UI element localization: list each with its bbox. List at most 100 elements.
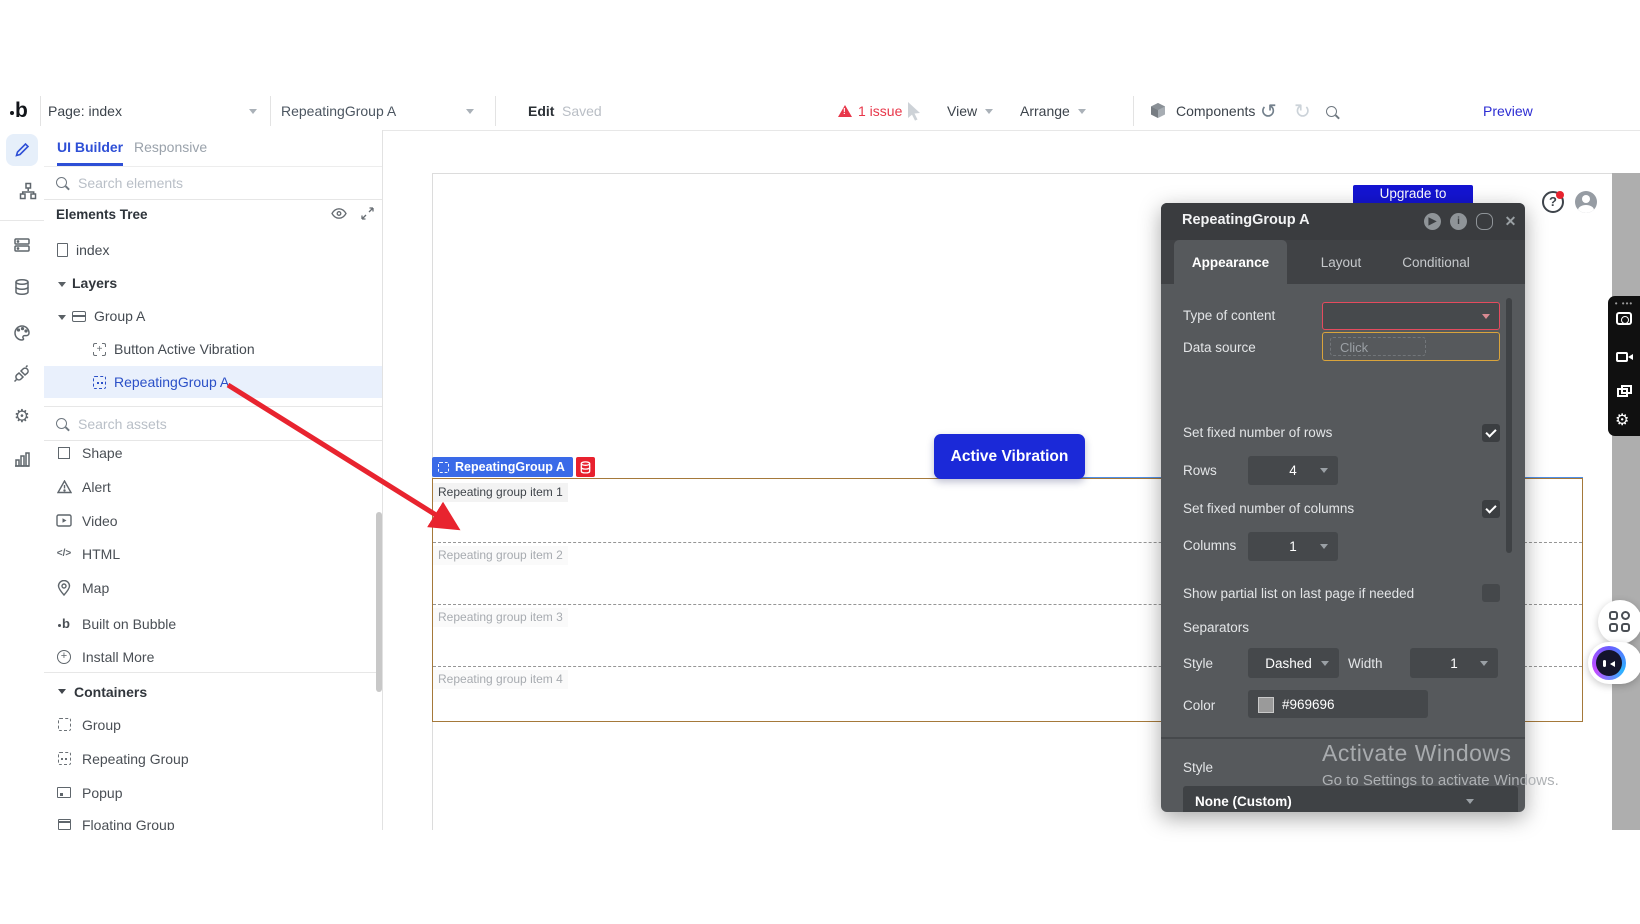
shape-icon [58,446,70,459]
palette-item-shape[interactable]: Shape [44,436,382,469]
styles-palette-icon[interactable] [0,316,44,350]
tree-item-layers[interactable]: Layers [58,270,117,296]
tab-responsive[interactable]: Responsive [134,139,208,155]
undo-button[interactable]: ↺ [1260,100,1277,123]
panel-scrollbar[interactable] [376,512,382,692]
design-pencil-icon[interactable] [6,134,38,166]
palette-item-video[interactable]: Video [44,504,382,537]
settings-gear-icon[interactable]: ⚙ [13,406,31,426]
separator-style-dropdown[interactable]: Dashed [1248,648,1339,678]
data-source-field[interactable]: Click [1322,332,1500,361]
palette-item-popup[interactable]: Popup [44,776,382,809]
cursor-tool-icon[interactable] [905,92,923,130]
assistant-button[interactable] [1588,642,1640,684]
data-source-click-button[interactable]: Click [1330,337,1426,356]
preview-link[interactable]: Preview [1483,103,1533,119]
rows-dropdown[interactable]: 4 [1248,456,1338,485]
search-icon [56,177,67,188]
caret-down-icon [58,314,66,320]
redo-button[interactable]: ↻ [1294,100,1311,123]
panel-tabs: UI Builder Responsive [44,130,382,167]
tab-appearance[interactable]: Appearance [1174,240,1287,284]
fixed-rows-checkbox[interactable] [1482,424,1500,442]
data-rows-icon[interactable] [0,228,44,262]
plugins-plug-icon[interactable] [0,357,44,391]
type-of-content-dropdown[interactable] [1322,302,1500,330]
install-plus-icon [57,649,71,664]
video-camera-icon[interactable] [1616,352,1633,362]
database-icon[interactable] [0,270,44,304]
tab-layout[interactable]: Layout [1320,254,1362,270]
caret-down-icon [58,689,66,694]
arrange-menu[interactable]: Arrange [1020,92,1086,130]
palette-item-floating-group[interactable]: Floating Group [44,808,382,830]
fixed-columns-label: Set fixed number of columns [1183,501,1355,516]
row-separator [433,604,1582,605]
issues-indicator[interactable]: 1 issue [838,92,902,130]
tree-item-index[interactable]: index [57,237,109,263]
separator-color-field[interactable]: #969696 [1248,690,1428,718]
bubble-logo[interactable]: b [10,99,28,123]
fixed-rows-label: Set fixed number of rows [1183,425,1333,440]
comment-icon[interactable] [1476,213,1493,230]
tree-item-button-active-vibration[interactable]: + Button Active Vibration [92,336,255,362]
logs-chart-icon[interactable] [0,442,44,476]
elements-tree-title: Elements Tree [56,207,148,222]
info-icon[interactable]: i [1450,213,1467,230]
search-elements-input[interactable] [76,173,300,192]
selected-element-badge[interactable]: RepeatingGroup A [432,457,573,477]
user-avatar[interactable] [1575,191,1597,213]
window-copy-icon[interactable] [1617,385,1632,397]
separator-width-label: Width [1348,656,1383,671]
fixed-columns-checkbox[interactable] [1482,500,1500,518]
palette-item-map[interactable]: Map [44,571,382,604]
property-editor-header[interactable]: RepeatingGroup A ▶ i ✕ [1161,203,1525,240]
gear-icon[interactable]: ⚙ [1615,412,1630,429]
palette-item-repeating-group[interactable]: Repeating Group [44,742,382,775]
search-button[interactable] [1326,92,1337,130]
canvas-right-gutter [1612,173,1640,830]
chevron-down-icon[interactable] [249,108,257,114]
element-selector[interactable]: RepeatingGroup A [281,92,481,130]
edit-mode-label[interactable]: Edit [528,103,555,119]
partial-list-checkbox[interactable] [1482,584,1500,602]
separators-label: Separators [1183,620,1250,635]
palette-item-alert[interactable]: Alert [44,470,382,503]
help-button[interactable]: ? [1542,191,1564,213]
palette-item-built-on-bubble[interactable]: b Built on Bubble [44,607,382,640]
canvas-active-vibration-button[interactable]: Active Vibration [934,434,1085,479]
chevron-down-icon [1320,544,1328,549]
style-preset-dropdown[interactable]: None (Custom) [1183,786,1518,812]
group-dashed-icon [57,718,71,731]
chevron-down-icon [1482,314,1490,319]
tree-item-group-a[interactable]: Group A [58,303,145,329]
view-menu[interactable]: View [947,92,994,130]
search-assets-input[interactable] [76,414,300,433]
run-play-icon[interactable]: ▶ [1424,213,1441,230]
components-button[interactable]: Components [1149,92,1255,130]
chevron-down-icon[interactable] [466,108,474,114]
close-icon[interactable]: ✕ [1504,213,1517,229]
color-swatch[interactable] [1258,697,1274,713]
drag-handle-icon[interactable]: • ••• [1614,299,1634,308]
apps-grid-button[interactable] [1598,600,1640,644]
columns-dropdown[interactable]: 1 [1248,532,1338,561]
chevron-down-icon [1321,660,1329,666]
containers-section-header[interactable]: Containers [44,675,382,708]
separator-width-dropdown[interactable]: 1 [1410,648,1498,678]
tree-item-repeatinggroup-a[interactable]: RepeatingGroup A [93,369,229,395]
palette-item-group[interactable]: Group [44,708,382,741]
page-selector[interactable]: Page: index [48,92,268,130]
elements-panel: UI Builder Responsive Elements Tree inde… [44,130,383,830]
tab-ui-builder[interactable]: UI Builder [57,139,124,155]
data-warning-badge[interactable] [576,457,595,477]
tab-conditional[interactable]: Conditional [1402,254,1470,270]
inspector-scrollbar[interactable] [1506,298,1512,553]
workflow-sitemap-icon[interactable] [6,174,50,208]
expand-tree-icon[interactable] [361,207,374,220]
camera-icon[interactable] [1616,312,1632,325]
palette-item-install-more[interactable]: Install More [44,640,382,673]
palette-item-html[interactable]: </> HTML [56,545,121,562]
eye-icon[interactable] [331,208,347,219]
